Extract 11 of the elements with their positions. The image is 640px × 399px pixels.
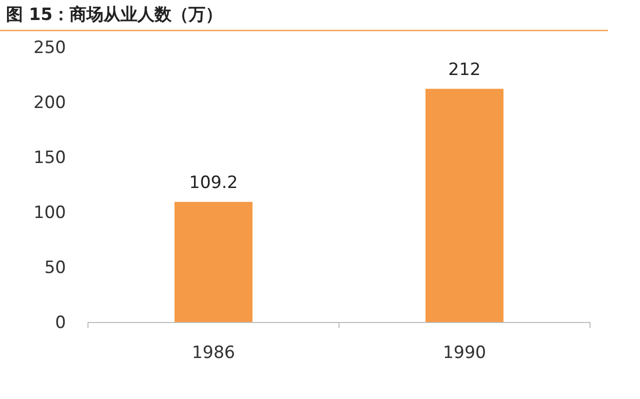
y-tick-label: 200 (34, 93, 66, 113)
y-tick-label: 0 (55, 313, 66, 333)
y-tick-label: 150 (34, 148, 66, 168)
y-tick-label: 100 (34, 203, 66, 223)
chart-title: 图 15：商场从业人数（万） (6, 5, 223, 25)
y-tick-label: 50 (44, 258, 66, 278)
data-label: 109.2 (189, 172, 238, 193)
y-tick-label: 250 (34, 38, 66, 58)
x-tick-label: 1986 (192, 343, 236, 363)
x-tick-label: 1990 (442, 343, 486, 363)
data-label: 212 (448, 60, 481, 80)
